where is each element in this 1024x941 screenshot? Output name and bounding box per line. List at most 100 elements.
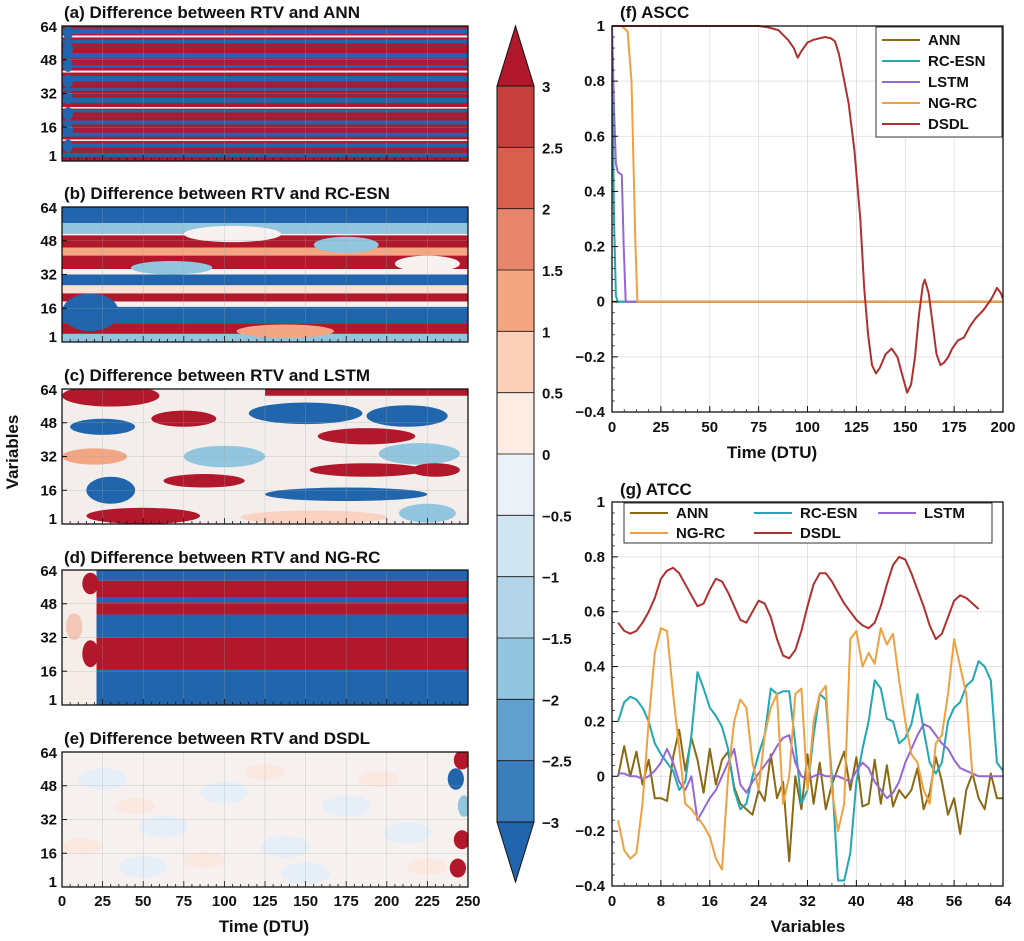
heatmap-blob [236,324,335,338]
heatmap-blob [183,851,225,869]
colorbar-segment [497,760,534,823]
y-tick-label: 1 [49,874,57,891]
heatmap-blob [447,768,464,790]
ascc-chart: 0 25 50 75 100 125 150 175 200 1 0.8 0.6 0.4 0.2 0 −0.2… [575,18,1015,436]
heatmap-blob [378,443,460,465]
colorbar-tick-label: 2.5 [542,140,563,157]
heatmap-e-field [62,752,468,887]
y-tick-label: 48 [40,233,57,250]
heatmap-blob [453,830,468,850]
panel-c-title: (c) Difference between RTV and LSTM [64,366,370,385]
y-tick-label: 0.6 [584,128,605,145]
series-line-ng-rc [617,627,974,871]
colorbar-tick-label: 1 [542,324,550,341]
y-tick-label: 32 [40,267,57,284]
y-tick-label: 0.4 [584,183,606,200]
heatmap-band [96,580,468,597]
x-tick-label: 24 [750,893,767,910]
series-line-dsdl [612,25,1003,394]
heatmap-panel-b: (b) Difference between RTV and RC-ESN 64… [40,184,469,346]
heatmap-panel-a: (a) Difference between RTV and ANN 64 48 3… [40,3,469,165]
colorbar-segment [497,86,534,148]
x-tick-label: 25 [653,419,670,436]
y-tick-label: 32 [40,449,57,466]
y-tick-label: 1 [49,329,57,346]
y-tick-label: 16 [40,300,57,317]
heatmap-blob [457,795,468,817]
x-tick-label: 175 [942,419,967,436]
y-tick-label: 0.8 [584,73,605,90]
x-tick-label: 200 [374,893,399,910]
x-tick-label: 75 [175,893,192,910]
y-tick-label: 1 [597,18,605,35]
x-tick-label: 0 [608,893,616,910]
heatmap-x-axis-label: Time (DTU) [219,917,309,936]
series-line-lstm [612,25,1003,303]
heatmap-blob [240,510,387,524]
series-group [617,555,1003,882]
y-tick-label: 64 [40,19,57,36]
panel-a-title: (a) Difference between RTV and ANN [64,3,360,22]
panel-d-title: (d) Difference between RTV and NG-RC [64,548,380,567]
ascc-x-axis-label: Time (DTU) [727,443,817,462]
heatmap-panel-e: (e) Difference between RTV and DSDL 64 48… [40,729,480,910]
colorbar-segment [497,208,534,271]
colorbar-segment [497,270,534,332]
y-tick-label: 48 [40,52,57,69]
y-tick-label: 0 [597,294,605,311]
y-tick-label: 64 [40,563,57,580]
heatmap-blob [382,822,432,844]
heatmap-band [265,389,468,396]
y-tick-label: −0.4 [575,878,605,895]
y-tick-label: 1 [597,494,605,511]
heatmap-c: 64 48 32 16 1 [40,382,469,528]
heatmap-e: 64 48 32 16 10 25 50 75 100 125 150 175 200 225 250 [40,745,480,910]
heatmap-d: 64 48 32 16 1 [40,563,469,709]
colorbar-segment [497,331,534,394]
heatmap-band [96,602,468,615]
heatmap-blob [82,640,99,668]
heatmap-edge-blob [63,58,73,72]
heatmap-blob [82,572,99,595]
colorbar-tick-label: 0 [542,447,550,464]
heatmap-band [96,570,468,581]
legend-label-ng-rc: NG-RC [928,95,977,112]
legend-label-lstm: LSTM [924,505,965,522]
x-tick-label: 40 [848,893,865,910]
y-tick-label: 64 [40,382,57,399]
x-tick-label: 175 [334,893,359,910]
colorbar: 3 2.5 2 1.5 1 0.5 0 −0.5 −1 −1.5 −2 −2.5 −3 [496,24,572,884]
heatmap-blob [131,261,213,275]
y-tick-label: 1 [49,148,57,165]
y-tick-label: 0.8 [584,549,605,566]
colorbar-tick-label: 1.5 [542,263,563,280]
heatmap-b: 64 48 32 16 1 [40,200,469,346]
y-tick-label: 64 [40,745,57,762]
colorbar-segment [497,454,534,516]
x-tick-label: 250 [455,893,480,910]
colorbar-tick-label: −1.5 [542,631,572,648]
y-tick-label: 32 [40,812,57,829]
heatmap-blob [183,225,282,243]
colorbar-tick-label: −3 [542,815,559,832]
heatmap-blob [366,405,448,427]
legend-label-rc-esn: RC-ESN [800,505,858,522]
heatmap-band [96,637,468,670]
heatmap-blob [62,838,103,855]
y-tick-label: 0.4 [584,659,606,676]
y-tick-label: 32 [40,86,57,103]
x-tick-label: 0 [58,893,66,910]
heatmap-edge-blob [63,74,73,89]
panel-e-title: (e) Difference between RTV and DSDL [64,729,370,748]
y-tick-label: 1 [49,511,57,528]
colorbar-tick-label: −2.5 [542,754,572,771]
x-tick-label: 100 [795,419,820,436]
heatmap-blob [317,428,416,445]
x-tick-label: 50 [701,419,718,436]
colorbar-tick-label: 3 [542,79,550,96]
x-tick-label: 56 [946,893,963,910]
colorbar-tick-label: 2 [542,202,550,219]
legend-label-ann: ANN [928,32,961,49]
y-tick-label: 0 [597,768,605,785]
x-tick-label: 64 [995,893,1012,910]
